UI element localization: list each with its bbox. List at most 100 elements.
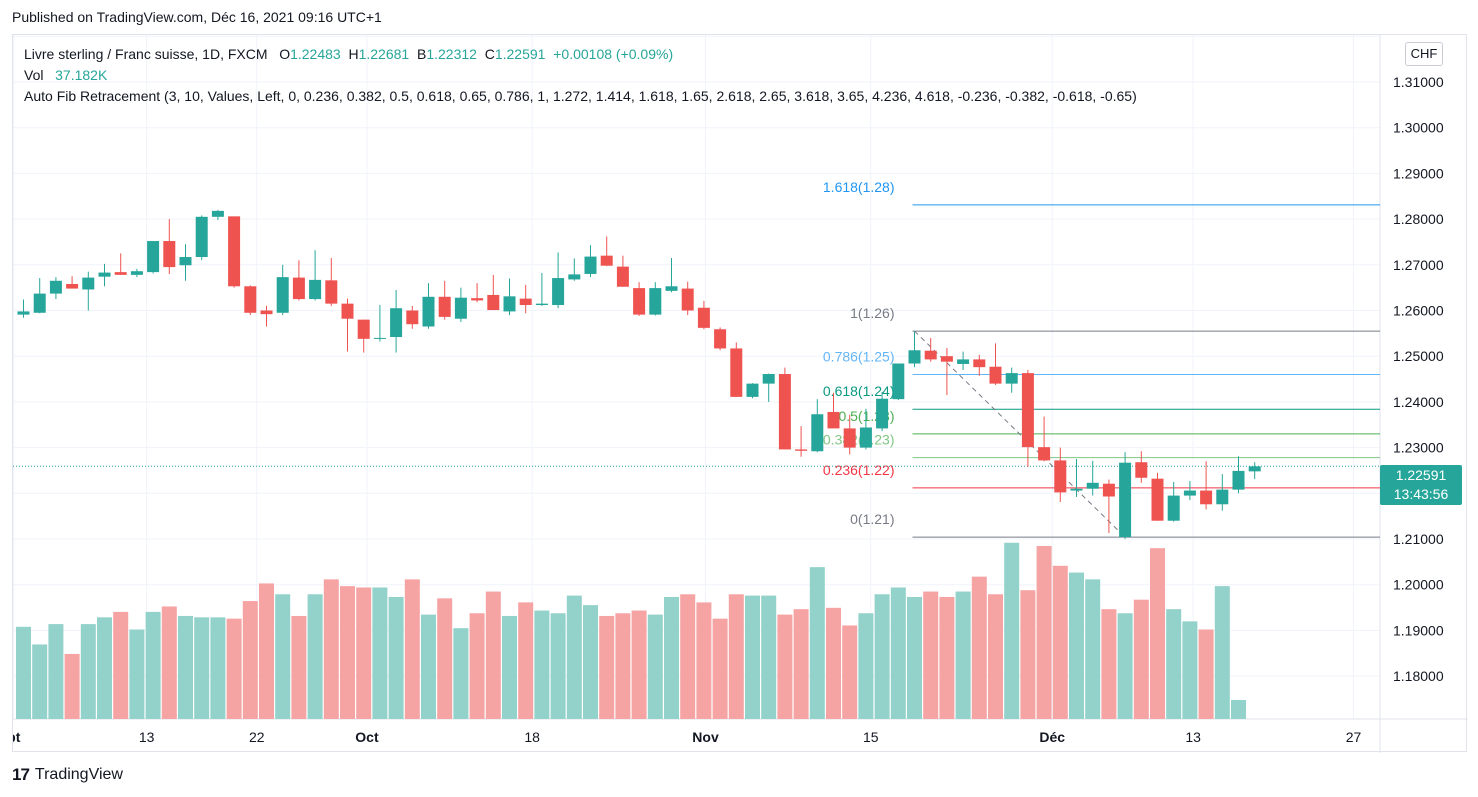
candle-body[interactable] (1135, 462, 1148, 478)
candle-body[interactable] (681, 288, 694, 311)
candle-body[interactable] (438, 296, 451, 317)
candle-body[interactable] (1248, 466, 1261, 472)
candle-body[interactable] (892, 363, 905, 400)
candle-body[interactable] (1232, 470, 1245, 490)
candle-body[interactable] (244, 286, 257, 313)
currency-button[interactable]: CHF (1405, 42, 1443, 66)
volume-bar (793, 609, 809, 719)
candle-body[interactable] (195, 216, 208, 258)
candle-body[interactable] (98, 272, 111, 277)
candle-body[interactable] (114, 272, 127, 275)
candle-body[interactable] (1167, 495, 1180, 521)
candle-body[interactable] (422, 296, 435, 327)
candle-body[interactable] (568, 274, 581, 280)
candle-body[interactable] (1005, 373, 1018, 384)
fib-trend-line[interactable] (914, 330, 1126, 538)
candle-body[interactable] (211, 210, 224, 217)
candle-body[interactable] (503, 296, 516, 312)
candle-body[interactable] (1200, 490, 1213, 505)
candle-body[interactable] (665, 286, 678, 291)
open-label: O (279, 46, 291, 62)
x-tick-label: 15 (863, 729, 879, 745)
candle-body[interactable] (649, 288, 662, 315)
volume-bar (437, 598, 453, 719)
legend-fib-row: Auto Fib Retracement (3, 10, Values, Lef… (24, 86, 1137, 107)
x-tick-label: 22 (249, 729, 265, 745)
candle-body[interactable] (260, 310, 273, 315)
fib-indicator-label[interactable]: Auto Fib Retracement (3, 10, Values, Lef… (24, 88, 1137, 104)
candle-body[interactable] (778, 374, 791, 450)
candle-body[interactable] (276, 277, 289, 313)
legend-volume-row: Vol 37.182K (24, 65, 1137, 86)
candle-body[interactable] (714, 329, 727, 349)
candle-body[interactable] (600, 255, 613, 266)
candle-body[interactable] (843, 428, 856, 448)
candle-body[interactable] (1086, 482, 1099, 489)
instrument-name[interactable]: Livre sterling / Franc suisse, 1D, FXCM (24, 46, 268, 62)
candle-body[interactable] (908, 350, 921, 364)
candle-body[interactable] (584, 256, 597, 274)
volume-bar (647, 614, 663, 719)
candle-body[interactable] (292, 277, 305, 300)
candle-body[interactable] (616, 266, 629, 287)
candle-body[interactable] (746, 383, 759, 397)
candle-body[interactable] (552, 278, 565, 306)
candle-body[interactable] (163, 241, 176, 268)
candle-body[interactable] (406, 310, 419, 325)
candle-body[interactable] (1216, 489, 1229, 505)
candle-body[interactable] (66, 283, 79, 289)
candle-body[interactable] (471, 298, 484, 301)
candle-body[interactable] (147, 241, 160, 273)
candle-body[interactable] (795, 449, 808, 451)
candle-body[interactable] (697, 307, 710, 328)
volume-bar (874, 594, 890, 719)
change-value: +0.00108 (+0.09%) (553, 46, 674, 62)
candle-body[interactable] (1054, 460, 1067, 493)
candle-body[interactable] (1151, 478, 1164, 521)
candle-body[interactable] (535, 303, 548, 306)
candle-body[interactable] (1119, 462, 1132, 538)
candle-body[interactable] (325, 280, 338, 304)
candle-body[interactable] (373, 337, 386, 339)
volume-bar (48, 624, 64, 719)
candle-body[interactable] (357, 319, 370, 339)
candle-body[interactable] (33, 293, 46, 313)
candle-body[interactable] (1102, 483, 1115, 497)
candle-body[interactable] (179, 257, 192, 266)
candle-body[interactable] (859, 427, 872, 448)
candle-body[interactable] (973, 359, 986, 368)
candle-body[interactable] (390, 308, 403, 338)
candle-body[interactable] (989, 366, 1002, 384)
candle-body[interactable] (1183, 490, 1196, 496)
candle-body[interactable] (487, 294, 500, 311)
candle-body[interactable] (1021, 373, 1034, 448)
volume-bar (842, 625, 858, 719)
chart-canvas[interactable]: 1.180001.190001.200001.210001.220001.230… (13, 35, 1468, 753)
volume-label[interactable]: Vol (24, 67, 44, 83)
candle-body[interactable] (341, 303, 354, 319)
volume-bar (534, 610, 550, 719)
candle-body[interactable] (957, 359, 970, 364)
candle-body[interactable] (82, 277, 95, 290)
candle-body[interactable] (130, 271, 143, 275)
candle-body[interactable] (811, 414, 824, 452)
candle-body[interactable] (1038, 447, 1051, 461)
chart-frame[interactable]: 1.180001.190001.200001.210001.220001.230… (12, 34, 1468, 753)
candle-body[interactable] (49, 280, 62, 294)
candle-body[interactable] (454, 297, 467, 319)
candle-body[interactable] (940, 356, 953, 362)
x-tick-label: 13 (1185, 729, 1201, 745)
candle-body[interactable] (519, 298, 532, 306)
candle-body[interactable] (633, 288, 646, 315)
candle-body[interactable] (762, 374, 775, 384)
candle-body[interactable] (924, 350, 937, 360)
candle-body[interactable] (730, 348, 743, 397)
candle-body[interactable] (1070, 488, 1083, 491)
candle-body[interactable] (309, 279, 322, 300)
candle-body[interactable] (228, 216, 241, 287)
candle-body[interactable] (876, 398, 889, 429)
y-tick-label: 1.28000 (1393, 211, 1444, 227)
candle-body[interactable] (827, 411, 840, 429)
footer-branding[interactable]: 17 TradingView (12, 764, 123, 786)
candle-body[interactable] (17, 311, 30, 315)
